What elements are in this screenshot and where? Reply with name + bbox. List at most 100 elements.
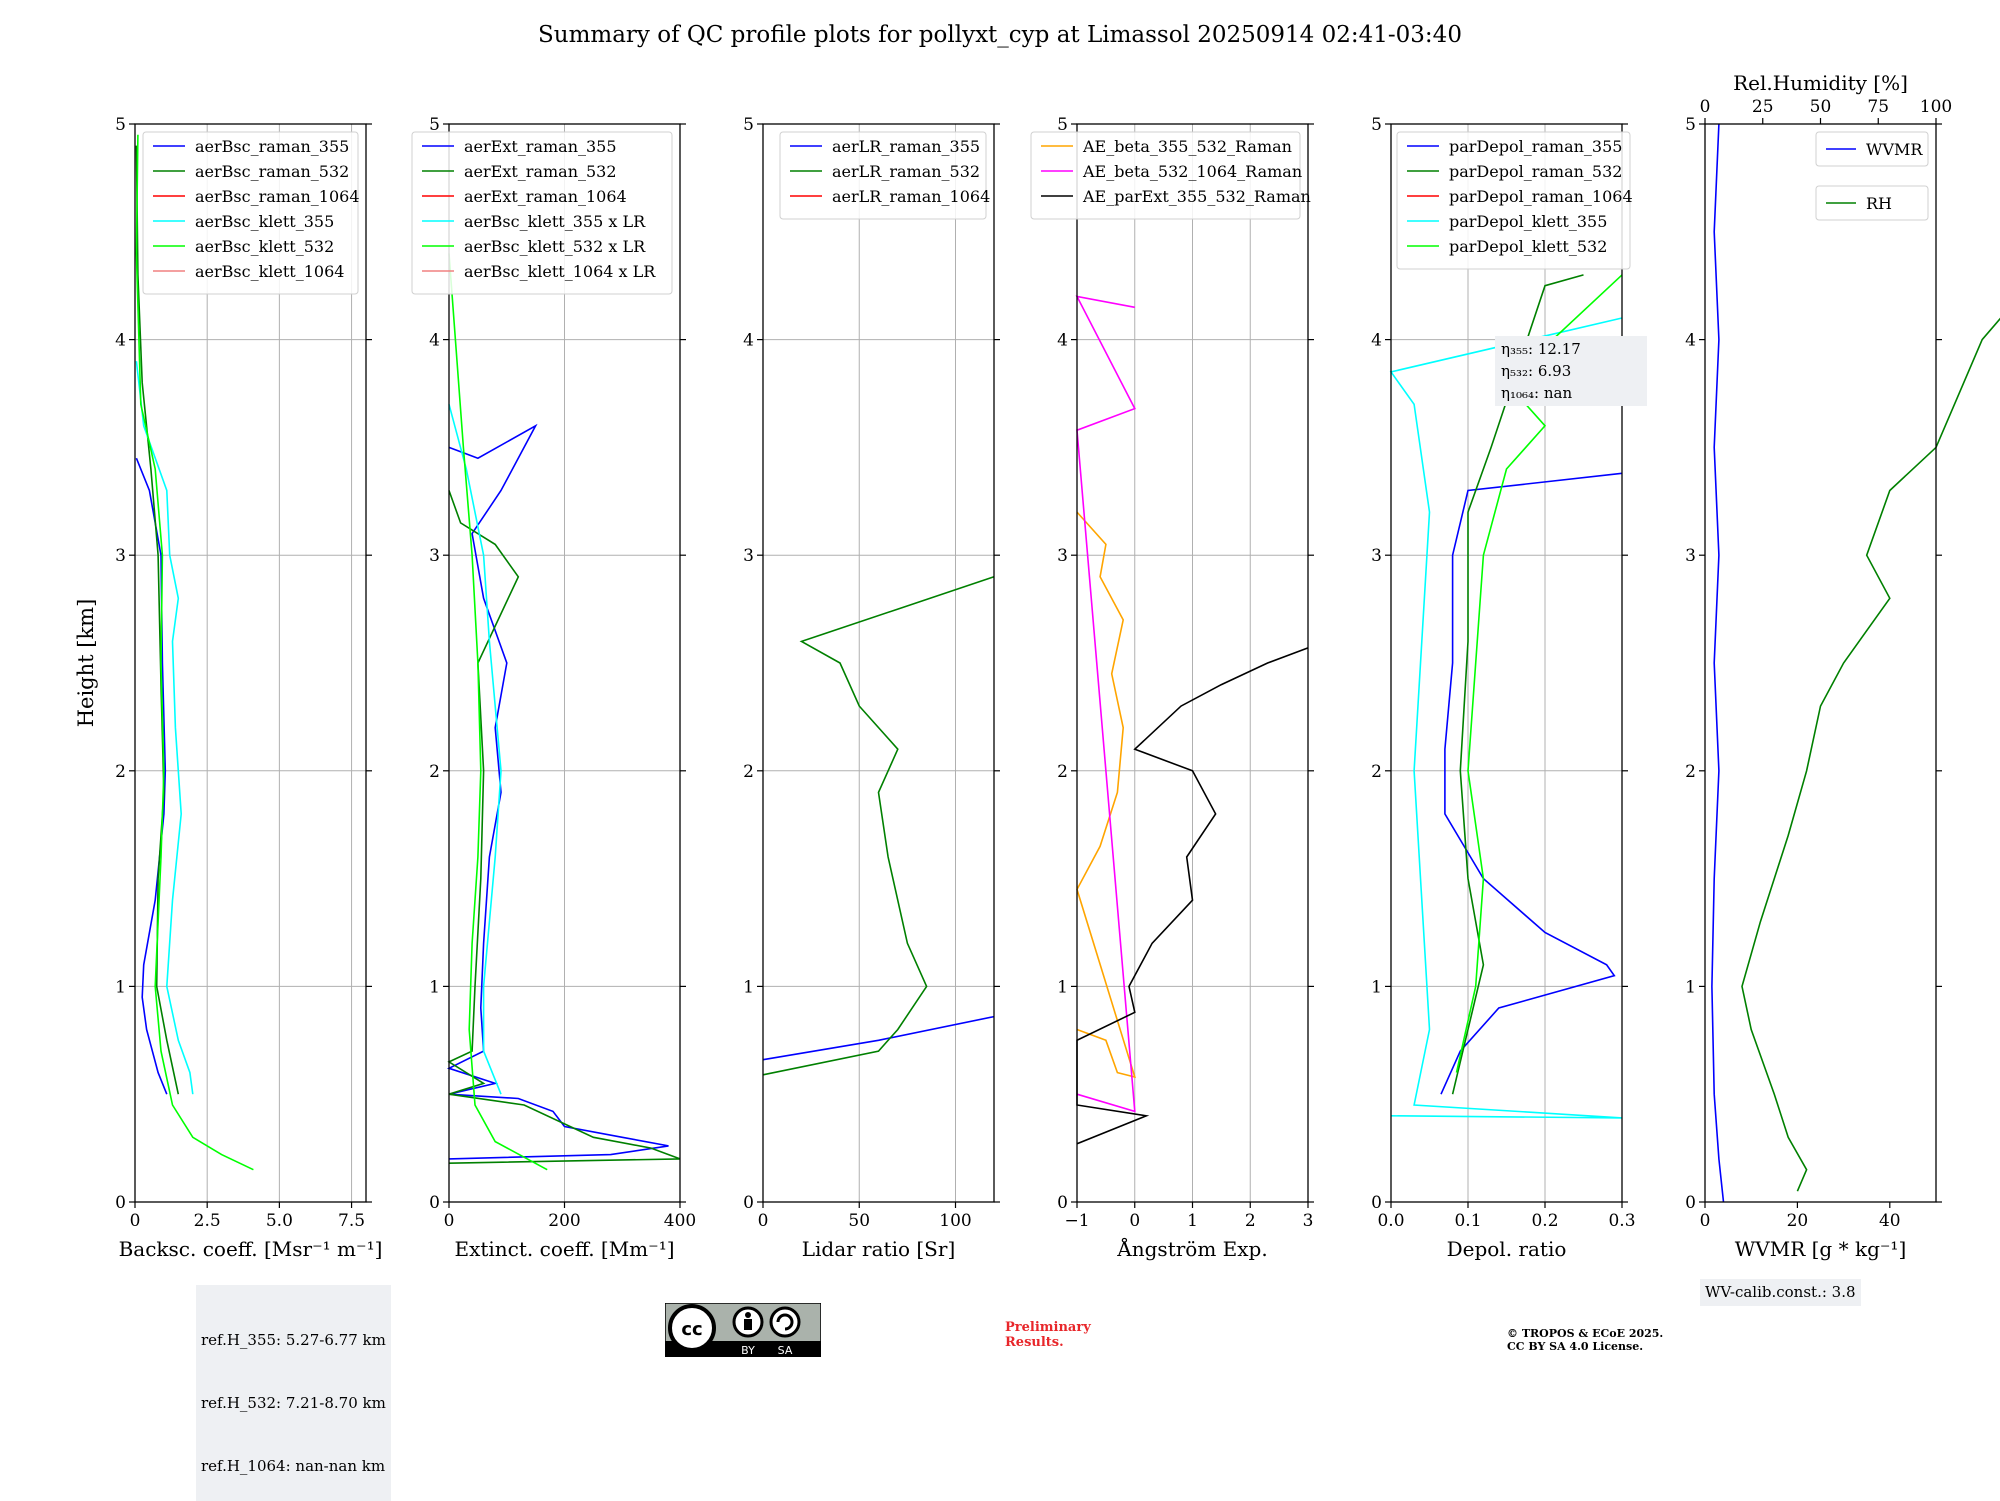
legend-label: AE_parExt_355_532_Raman	[1082, 187, 1311, 206]
legend-label: parDepol_raman_355	[1449, 137, 1622, 156]
x-tick-label: 1	[1187, 1211, 1198, 1231]
annotation-line: η₅₃₂: 6.93	[1501, 362, 1571, 380]
y-tick-label: 3	[429, 546, 440, 566]
series-line-aerExt_raman_355	[446, 423, 669, 1160]
y-tick-label: 3	[115, 546, 126, 566]
y-tick-label: 5	[429, 115, 440, 135]
series-line-aerLR_raman_355	[762, 1015, 995, 1061]
top-x-axis-label: Rel.Humidity [%]	[1733, 71, 1908, 95]
legend: RH	[1815, 185, 1929, 221]
top-x-tick-label: 25	[1752, 97, 1774, 117]
legend-label: aerBsc_klett_1064	[195, 262, 344, 281]
legend-label: aerBsc_raman_532	[195, 162, 349, 181]
legend-label: aerBsc_klett_532 x LR	[464, 237, 646, 256]
ref-height-1064: ref.H_1064: nan-nan km	[201, 1457, 386, 1475]
top-x-tick-label: 50	[1810, 97, 1832, 117]
chart-panel-extinction: 0 200 400 0 1 2 3 4 5 Extinct. coeff. [Mm⁻¹] aerEx…	[411, 115, 696, 1261]
y-tick-label: 2	[429, 762, 440, 782]
series-line-parDepol_klett_355	[1389, 317, 1623, 1119]
y-tick-label: 2	[1057, 762, 1068, 782]
legend: aerBsc_raman_355 aerBsc_raman_532 aerBsc_r…	[142, 131, 360, 295]
chart-panel-depol: 0.0 0.1 0.2 0.3 0 1 2 3 4 5 Depol. ratio parDepol_r…	[1371, 115, 1647, 1261]
y-tick-label: 5	[1371, 115, 1382, 135]
cc-by-label: BY	[741, 1344, 755, 1357]
y-tick-label: 3	[1685, 546, 1696, 566]
annotation-line: η₃₅₅: 12.17	[1501, 340, 1581, 358]
y-tick-label: 1	[743, 977, 754, 997]
x-tick-label: 0.2	[1531, 1211, 1558, 1231]
axes-frame	[1390, 123, 1623, 1203]
y-tick-label: 5	[1685, 115, 1696, 135]
x-tick-label: 0	[1700, 1211, 1711, 1231]
legend: AE_beta_355_532_Raman AE_beta_532_1064_Ra…	[1030, 131, 1311, 220]
annotation-line: η₁₀₆₄: nan	[1501, 384, 1572, 402]
x-tick-label: 0	[758, 1211, 769, 1231]
x-axis-label: Depol. ratio	[1447, 1237, 1567, 1261]
x-tick-label: 20	[1787, 1211, 1809, 1231]
y-tick-label: 3	[743, 546, 754, 566]
legend-label: aerBsc_klett_355 x LR	[464, 212, 646, 231]
x-axis-label: Ångström Exp.	[1116, 1236, 1267, 1261]
legend-box	[1815, 131, 1929, 167]
copyright-note: © TROPOS & ECoE 2025. CC BY SA 4.0 Licen…	[1507, 1327, 1664, 1353]
legend: parDepol_raman_355 parDepol_raman_532 parD…	[1396, 131, 1633, 270]
series-line-aerBsc_klett_355 x LR	[448, 404, 502, 1095]
series-line-WVMR	[1711, 123, 1725, 1203]
x-tick-label: 400	[664, 1211, 696, 1231]
wv-calib-box: WV-calib.const.: 3.8	[1700, 1279, 1861, 1306]
chart-panel-backscatter: 0 2.5 5.0 7.5 0 1 2 3 4 5 Backsc. coeff. [Msr⁻¹ m⁻…	[74, 115, 382, 1261]
y-tick-label: 3	[1371, 546, 1382, 566]
series-line-RH	[1741, 317, 2000, 1192]
y-tick-label: 5	[1057, 115, 1068, 135]
legend-label: parDepol_raman_1064	[1449, 187, 1633, 206]
ref-heights-box: ref.H_355: 5.27-6.77 km ref.H_532: 7.21-…	[196, 1285, 391, 1501]
legend-box	[1396, 131, 1631, 270]
y-tick-label: 5	[743, 115, 754, 135]
legend: WVMR	[1815, 131, 1929, 167]
legend-label: aerExt_raman_355	[464, 137, 617, 156]
top-x-tick-label: 100	[1920, 97, 1952, 117]
y-tick-label: 2	[1371, 762, 1382, 782]
x-axis-label: WVMR [g * kg⁻¹]	[1735, 1237, 1907, 1261]
ref-height-532: ref.H_532: 7.21-8.70 km	[201, 1394, 386, 1412]
axes-frame	[1704, 123, 1937, 1203]
y-tick-label: 0	[1057, 1193, 1068, 1213]
y-tick-label: 2	[1685, 762, 1696, 782]
y-tick-label: 4	[1685, 331, 1696, 351]
legend-label: aerLR_raman_355	[832, 137, 980, 156]
x-tick-label: −1	[1064, 1211, 1089, 1231]
y-tick-label: 3	[1057, 546, 1068, 566]
axes-frame	[762, 123, 995, 1203]
x-tick-label: 0	[444, 1211, 455, 1231]
x-tick-label: 7.5	[338, 1211, 365, 1231]
x-tick-label: 100	[939, 1211, 971, 1231]
series-line-aerExt_raman_532	[447, 490, 681, 1164]
legend-label: WVMR	[1866, 140, 1923, 159]
preliminary-note: Preliminary Results.	[1005, 1320, 1091, 1350]
y-tick-label: 5	[115, 115, 126, 135]
legend-label: aerExt_raman_1064	[464, 187, 627, 206]
legend-box	[142, 131, 359, 295]
series-line-aerBsc_klett_532 x LR	[448, 253, 548, 1171]
x-tick-label: 40	[1879, 1211, 1901, 1231]
figure-canvas: 0 2.5 5.0 7.5 0 1 2 3 4 5 Backsc. coeff. [Msr⁻¹ m⁻…	[74, 71, 2000, 1261]
y-tick-label: 2	[115, 762, 126, 782]
annotation-box	[1495, 336, 1647, 406]
series-line-AE_beta_355_532_Raman	[1076, 511, 1136, 1079]
top-x-tick-label: 0	[1700, 97, 1711, 117]
legend-label: aerBsc_raman_355	[195, 137, 349, 156]
x-tick-label: 50	[848, 1211, 870, 1231]
series-line-aerLR_raman_532	[762, 576, 995, 1076]
x-tick-label: 5.0	[266, 1211, 293, 1231]
legend-label: aerLR_raman_1064	[832, 187, 990, 206]
y-tick-label: 4	[1371, 331, 1382, 351]
legend-label: aerExt_raman_532	[464, 162, 617, 181]
x-tick-label: 2	[1245, 1211, 1256, 1231]
legend-label: aerBsc_klett_532	[195, 237, 334, 256]
y-tick-label: 4	[1057, 331, 1068, 351]
legend-label: aerLR_raman_532	[832, 162, 980, 181]
axes-frame	[134, 123, 367, 1203]
y-tick-label: 0	[429, 1193, 440, 1213]
y-tick-label: 1	[1057, 977, 1068, 997]
